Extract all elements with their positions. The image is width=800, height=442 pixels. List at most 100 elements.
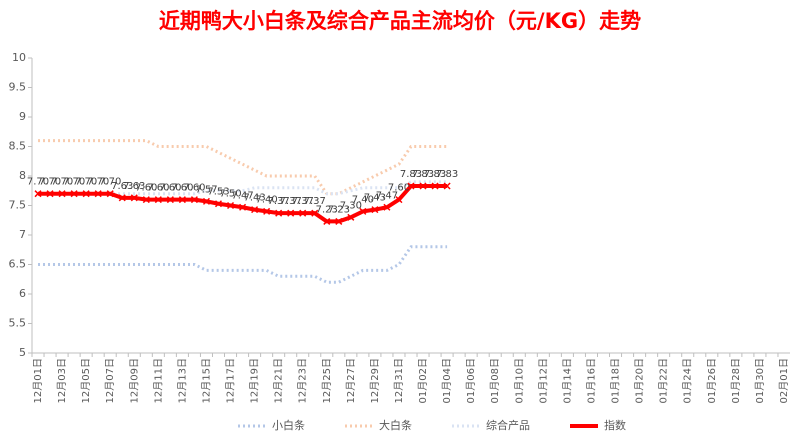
data-label: 7.37 [268, 196, 290, 207]
y-tick-label: 8.5 [9, 140, 27, 153]
point-marker [443, 182, 451, 190]
data-label: 7.70 [87, 177, 109, 188]
series-line [38, 245, 448, 284]
x-tick-label: 12月03日 [56, 358, 68, 403]
x-tick-label: 01月22日 [658, 358, 670, 403]
data-label: 7.57 [195, 184, 217, 195]
x-tick-label: 01月12日 [537, 358, 549, 403]
x-tick-label: 12月13日 [176, 358, 188, 403]
point-marker [383, 203, 391, 211]
series-line [38, 139, 448, 196]
x-tick-label: 01月08日 [489, 358, 501, 403]
chart-title: 近期鸭大小白条及综合产品主流均价（元/KG）走势 [159, 9, 641, 33]
y-tick-label: 8 [19, 169, 26, 182]
point-marker [311, 209, 319, 217]
point-marker [359, 207, 367, 215]
data-label: 7.70 [39, 177, 61, 188]
point-marker [299, 209, 307, 217]
legend-label: 大白条 [379, 418, 412, 432]
x-tick-label: 01月28日 [730, 358, 742, 403]
data-label: 7.70 [75, 177, 97, 188]
x-tick-label: 01月14日 [561, 358, 573, 403]
data-label: 7.70 [99, 177, 121, 188]
y-tick-label: 7 [19, 228, 26, 241]
point-marker [419, 182, 427, 190]
point-marker [214, 200, 223, 208]
data-label: 7.37 [292, 196, 314, 207]
point-marker [190, 196, 198, 204]
x-tick-label: 12月09日 [128, 358, 140, 403]
y-tick-label: 5 [19, 346, 26, 359]
data-label: 7.83 [424, 169, 446, 180]
point-marker [46, 190, 54, 198]
data-label: 7.60 [135, 183, 157, 194]
point-marker [287, 209, 295, 217]
data-label: 7.37 [304, 196, 326, 207]
data-label: 7.40 [352, 194, 374, 205]
data-label: 7.43 [243, 193, 265, 204]
point-marker [263, 207, 271, 215]
y-tick-label: 9.5 [9, 81, 27, 94]
data-label: 7.60 [159, 183, 181, 194]
point-marker [82, 190, 90, 198]
x-tick-label: 01月20日 [634, 358, 646, 403]
x-tick-label: 02月01日 [778, 358, 790, 403]
point-marker [275, 209, 283, 217]
x-tick-label: 12月07日 [104, 358, 116, 403]
data-label: 7.60 [183, 183, 205, 194]
data-label: 7.23 [328, 204, 350, 215]
data-label: 7.30 [340, 200, 362, 211]
point-marker [323, 217, 331, 225]
x-tick-label: 01月02日 [417, 358, 429, 403]
point-marker [335, 217, 343, 225]
data-label: 7.70 [51, 177, 73, 188]
data-label: 7.60 [388, 183, 410, 194]
data-label: 7.60 [171, 183, 193, 194]
data-label: 7.47 [376, 190, 398, 201]
y-tick-label: 6 [19, 287, 26, 300]
x-tick-label: 12月31日 [393, 358, 405, 403]
data-label: 7.60 [147, 183, 169, 194]
point-marker [166, 196, 174, 204]
x-tick-label: 12月27日 [345, 358, 357, 403]
point-marker [431, 182, 439, 190]
data-label: 7.40 [255, 194, 277, 205]
point-marker [118, 194, 126, 202]
x-tick-label: 12月29日 [369, 358, 381, 403]
point-marker [106, 190, 114, 198]
point-marker [407, 182, 415, 190]
point-marker [94, 190, 102, 198]
data-label: 7.53 [207, 187, 229, 198]
legend-label: 综合产品 [486, 418, 530, 432]
point-marker [178, 196, 186, 204]
legend-label: 指数 [604, 418, 626, 432]
data-label: 7.70 [27, 177, 49, 188]
point-marker [70, 190, 78, 198]
point-marker [58, 190, 66, 198]
data-label: 7.83 [436, 169, 458, 180]
point-marker [239, 203, 247, 211]
data-label: 7.50 [219, 189, 241, 200]
point-marker [154, 196, 162, 204]
y-tick-label: 7.5 [9, 199, 27, 212]
x-tick-label: 01月30日 [754, 358, 766, 403]
data-label: 7.43 [364, 193, 386, 204]
x-tick-label: 01月26日 [706, 358, 718, 403]
point-marker [371, 206, 379, 214]
x-tick-label: 12月21日 [273, 358, 285, 403]
legend-label: 小白条 [272, 418, 305, 432]
data-label: 7.23 [316, 204, 338, 215]
x-tick-label: 01月10日 [513, 358, 525, 403]
data-label: 7.63 [123, 181, 145, 192]
x-tick-label: 12月01日 [32, 358, 44, 403]
point-marker [34, 190, 42, 198]
x-tick-label: 01月04日 [441, 358, 453, 403]
data-label: 7.63 [111, 181, 133, 192]
x-tick-label: 01月16日 [585, 358, 597, 403]
data-label: 7.83 [412, 169, 434, 180]
point-marker [347, 213, 355, 221]
x-tick-label: 12月23日 [297, 358, 309, 403]
x-tick-label: 12月25日 [321, 358, 333, 403]
x-tick-label: 12月17日 [225, 358, 237, 403]
